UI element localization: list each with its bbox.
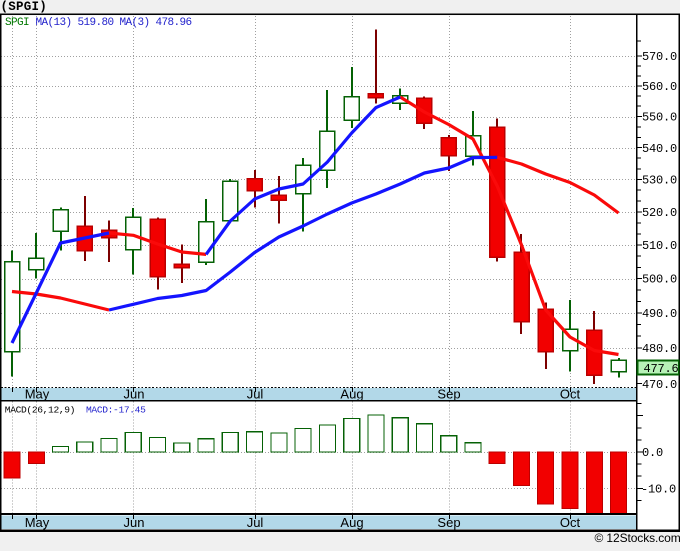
svg-text:MACD:-17.45: MACD:-17.45: [86, 404, 146, 415]
svg-text:Jun: Jun: [124, 386, 145, 401]
svg-text:480.0: 480.0: [642, 342, 677, 356]
svg-text:477.6: 477.6: [644, 362, 679, 376]
svg-text:560.0: 560.0: [642, 80, 677, 94]
svg-text:May: May: [25, 515, 50, 530]
svg-text:Jul: Jul: [247, 386, 264, 401]
svg-text:MACD(26,12,9): MACD(26,12,9): [5, 404, 75, 415]
svg-text:570.0: 570.0: [642, 50, 677, 64]
svg-text:530.0: 530.0: [642, 174, 677, 188]
svg-text:500.0: 500.0: [642, 273, 677, 287]
svg-text:520.0: 520.0: [642, 206, 677, 220]
svg-text:Sep: Sep: [437, 515, 460, 530]
svg-text:May: May: [25, 386, 50, 401]
svg-text:(SPGI): (SPGI): [1, 0, 48, 14]
svg-text:519.80: 519.80: [78, 17, 114, 29]
svg-text:470.0: 470.0: [642, 378, 677, 392]
svg-text:Jun: Jun: [124, 515, 145, 530]
svg-text:-10.0: -10.0: [641, 483, 676, 497]
svg-text:540.0: 540.0: [642, 142, 677, 156]
svg-text:510.0: 510.0: [642, 239, 677, 253]
svg-text:Jul: Jul: [247, 515, 264, 530]
svg-text:490.0: 490.0: [642, 307, 677, 321]
svg-text:Oct: Oct: [560, 515, 581, 530]
svg-text:© 12Stocks.com: © 12Stocks.com: [594, 531, 680, 545]
svg-text:Sep: Sep: [437, 386, 460, 401]
svg-text:550.0: 550.0: [642, 111, 677, 125]
svg-text:0.0: 0.0: [642, 446, 663, 460]
svg-text:478.96: 478.96: [156, 17, 192, 29]
svg-text:Aug: Aug: [340, 515, 363, 530]
svg-text:MA(13): MA(13): [36, 17, 72, 29]
svg-text:Aug: Aug: [340, 386, 363, 401]
svg-text:Oct: Oct: [560, 386, 581, 401]
svg-text:SPGI: SPGI: [5, 17, 29, 29]
svg-text:MA(3): MA(3): [120, 17, 150, 29]
